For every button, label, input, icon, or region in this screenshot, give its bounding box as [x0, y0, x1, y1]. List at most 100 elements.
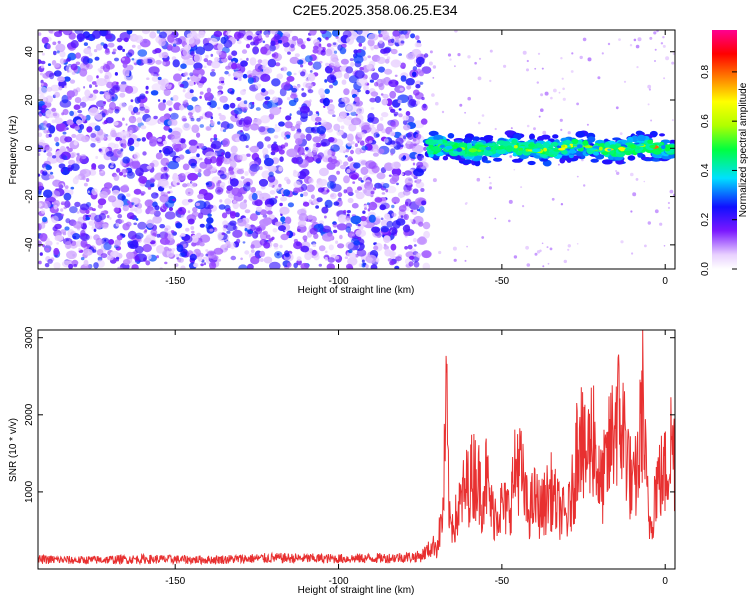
snr-x-label: Height of straight line (km) [298, 585, 415, 596]
noise-speckle [38, 59, 42, 65]
noise-speckle [263, 256, 273, 264]
noise-speckle [219, 76, 225, 82]
noise-speckle [286, 97, 291, 101]
noise-speckle [272, 96, 279, 103]
noise-speckle [391, 167, 402, 177]
noise-speckle [131, 44, 136, 48]
noise-speckle [157, 76, 162, 81]
noise-speckle [410, 33, 416, 39]
noise-speckle [421, 200, 427, 206]
noise-speckle [53, 247, 60, 256]
faint-speckle [431, 93, 435, 97]
faint-speckle [623, 80, 627, 83]
noise-speckle [326, 43, 332, 48]
noise-speckle [412, 188, 419, 194]
signal-band-cell [505, 145, 513, 153]
faint-speckle [558, 163, 560, 166]
noise-speckle [71, 133, 77, 138]
noise-speckle [229, 211, 236, 219]
snr-y-ticks: 1000 2000 3000 [24, 326, 675, 503]
noise-speckle [250, 244, 255, 249]
faint-speckle [631, 252, 634, 255]
noise-speckle [42, 72, 50, 79]
noise-speckle [211, 60, 221, 69]
noise-speckle [301, 92, 307, 98]
noise-speckle [375, 257, 380, 263]
noise-speckle [370, 107, 375, 110]
faint-speckle [489, 49, 493, 53]
noise-speckle [364, 207, 367, 211]
noise-speckle [403, 145, 407, 149]
noise-speckle [168, 185, 173, 189]
noise-speckle [64, 200, 71, 208]
faint-speckle [536, 250, 541, 254]
noise-speckle [92, 30, 101, 39]
noise-speckle [300, 64, 304, 68]
noise-speckle [247, 229, 251, 233]
noise-speckle [183, 71, 189, 77]
signal-band-cell [447, 133, 455, 139]
noise-speckle [374, 197, 383, 203]
noise-speckle [350, 61, 355, 67]
noise-speckle [211, 69, 215, 72]
noise-speckle [90, 133, 97, 138]
noise-speckle [324, 79, 328, 83]
signal-band-peak [589, 148, 598, 151]
noise-speckle [320, 119, 327, 125]
noise-speckle [350, 149, 354, 155]
noise-speckle [40, 60, 46, 65]
noise-speckle [172, 94, 179, 102]
noise-speckle [312, 61, 322, 70]
faint-speckle [587, 57, 592, 62]
noise-speckle [350, 117, 362, 126]
noise-speckle [312, 136, 322, 143]
signal-band-cell [437, 139, 443, 146]
noise-speckle [362, 210, 366, 214]
noise-speckle [110, 250, 120, 258]
noise-speckle [156, 245, 165, 254]
noise-speckle [223, 30, 228, 37]
noise-speckle [56, 50, 60, 54]
noise-speckle [326, 263, 335, 269]
noise-speckle [200, 78, 204, 82]
faint-speckle [465, 202, 468, 204]
noise-speckle [146, 165, 152, 170]
noise-speckle [97, 164, 105, 170]
signal-band-cell [593, 151, 600, 156]
noise-speckle [104, 49, 111, 55]
noise-speckle [228, 193, 234, 199]
noise-speckle [39, 222, 46, 229]
faint-speckle [503, 64, 507, 68]
noise-speckle [307, 214, 314, 220]
noise-speckle [331, 145, 334, 148]
noise-speckle [39, 72, 44, 76]
noise-speckle [203, 65, 207, 69]
faint-speckle [649, 36, 653, 40]
x-tick-label: -150 [165, 576, 185, 587]
noise-speckle [163, 88, 171, 97]
signal-band-cell [529, 133, 535, 141]
signal-band-cell [459, 142, 466, 149]
faint-speckle [672, 52, 675, 55]
noise-speckle [340, 58, 349, 65]
snr-x-ticks: -150 -100 -50 0 [165, 330, 668, 587]
noise-speckle [213, 30, 223, 38]
noise-speckle [241, 49, 248, 54]
noise-speckle [217, 180, 222, 184]
noise-speckle [395, 137, 404, 145]
signal-band-cell [484, 143, 495, 147]
faint-speckle [489, 182, 492, 185]
noise-speckle [84, 89, 91, 97]
noise-speckle [343, 88, 350, 96]
noise-speckle [325, 250, 328, 254]
noise-speckle [103, 182, 113, 190]
noise-speckle [249, 57, 257, 66]
faint-speckle [571, 52, 574, 55]
noise-speckle [386, 204, 390, 209]
noise-speckle [207, 101, 212, 106]
noise-speckle [367, 208, 371, 212]
noise-speckle [230, 178, 239, 187]
signal-band-cell [472, 136, 480, 142]
noise-speckle [72, 176, 79, 185]
noise-speckle [403, 124, 411, 131]
